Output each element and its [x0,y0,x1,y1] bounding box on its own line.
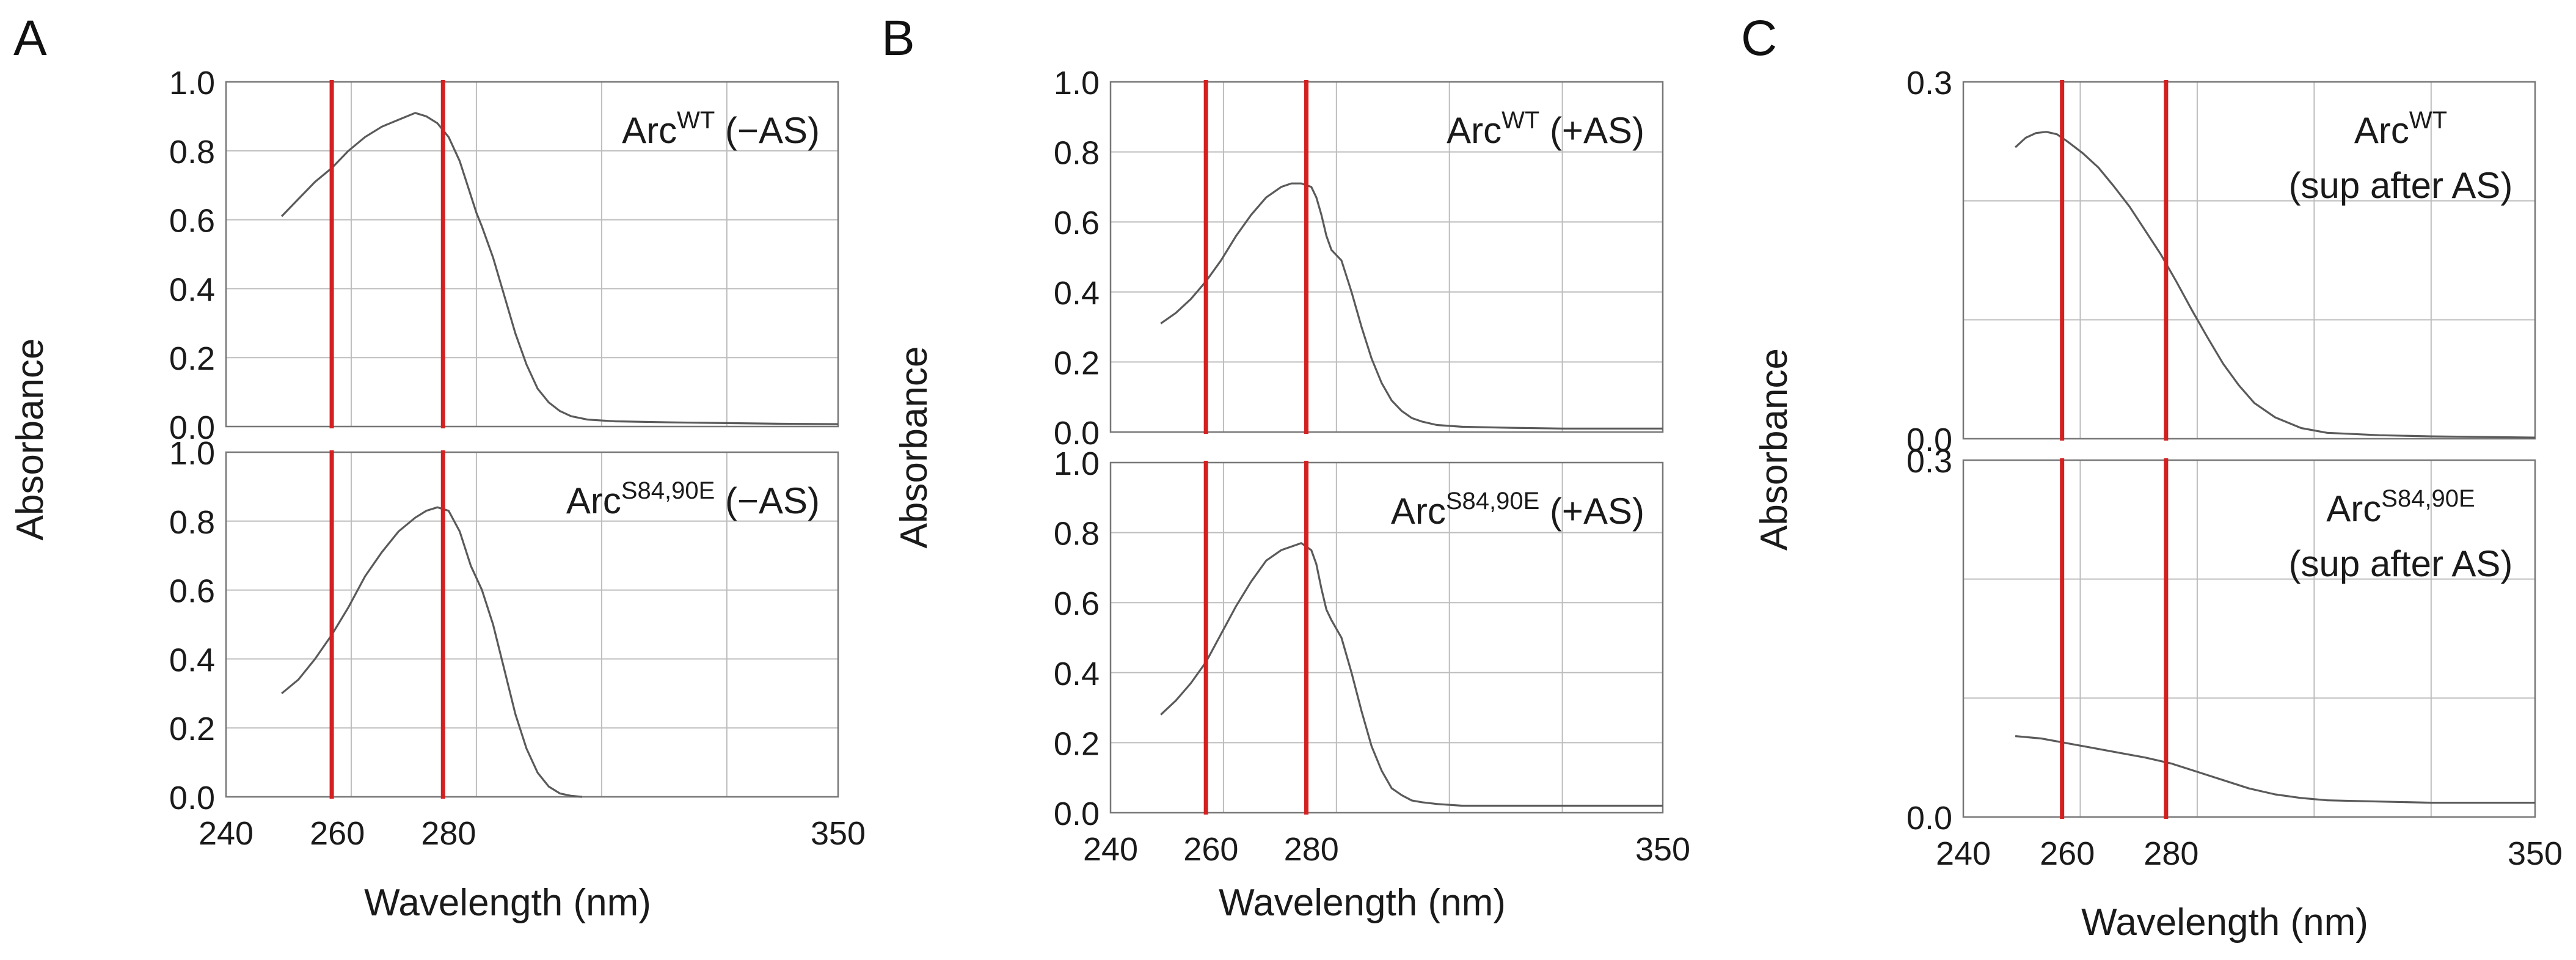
panel-letter-b: B [881,10,915,66]
y-tick-label: 0.3 [1906,65,1952,101]
y-tick-label: 0.0 [169,409,215,446]
subplot-b-1: 0.0 0.2 0.4 0.6 0.8 1.0 ArcWT (+AS) [1054,65,1664,452]
y-tick-label: 0.6 [169,573,215,610]
series-label: ArcWT (+AS) [1447,107,1644,151]
x-axis-label: Wavelength (nm) [364,882,651,924]
subplot-a-1: 0.0 0.2 0.4 0.6 0.8 1.0 ArcWT (−AS) [169,65,839,446]
y-tick-label: 0.8 [1054,135,1100,172]
series-label: ArcWT (−AS) [622,107,820,151]
y-tick-label: 0.2 [169,711,215,747]
x-tick-label: 350 [1635,831,1690,868]
absorbance-trace [2015,735,2535,804]
y-tick-label: 0.0 [1054,415,1100,452]
y-axis-label: Absorbance [1753,348,1795,551]
x-tick-label: 240 [199,815,254,852]
y-tick-label: 1.0 [1054,65,1100,101]
y-tick-label: 0.2 [169,340,215,377]
absorbance-trace [281,506,583,798]
panel-letter-c: C [1741,10,1778,66]
x-tick-label: 260 [310,815,365,852]
y-tick-label: 0.0 [169,780,215,816]
y-tick-label: 0.3 [1906,443,1952,480]
y-tick-label: 0.0 [1906,800,1952,837]
y-tick-label: 0.2 [1054,345,1100,381]
y-tick-label: 0.4 [169,271,215,308]
plot-frame [225,451,839,798]
x-axis-label: Wavelength (nm) [1219,882,1506,924]
y-tick-label: 0.8 [169,504,215,541]
y-tick-label: 0.4 [1054,656,1100,692]
y-tick-label: 0.0 [1054,796,1100,832]
x-tick-label: 350 [811,815,866,852]
plot-frame [1962,81,2536,440]
plot-frame [1109,81,1664,433]
y-tick-label: 0.6 [1054,585,1100,622]
y-tick-label: 0.8 [169,134,215,170]
x-axis-label: Wavelength (nm) [2081,901,2368,944]
y-axis-label: Absorbance [893,346,935,549]
y-axis-label: Absorbance [9,339,51,541]
subplot-c-2: 0.0 0.3 ArcS84,90E (sup after AS) [1906,443,2536,837]
y-tick-label: 0.4 [1054,275,1100,312]
absorbance-trace [1160,182,1663,430]
y-tick-label: 1.0 [1054,445,1100,482]
panel-letter-a: A [13,10,47,66]
plot-frame [1962,459,2536,818]
y-tick-label: 0.6 [1054,205,1100,241]
series-label: ArcS84,90E [2326,485,2475,529]
y-tick-label: 0.8 [1054,516,1100,552]
plot-frame [225,81,839,428]
subplot-b-2: 0.0 0.2 0.4 0.6 0.8 1.0 ArcS84,90E (+AS) [1054,445,1664,832]
absorbance-trace [2015,131,2536,439]
x-tick-label: 280 [421,815,476,852]
series-label-suffix: (sup after AS) [2289,165,2513,206]
y-tick-label: 1.0 [169,435,215,472]
x-tick-label: 280 [1284,831,1339,868]
x-tick-label: 280 [2144,835,2198,872]
y-tick-label: 0.6 [169,203,215,240]
series-label: ArcS84,90E (+AS) [1391,488,1644,532]
x-tick-label: 260 [2040,835,2095,872]
x-tick-label: 350 [2508,835,2563,872]
x-tick-label: 260 [1183,831,1238,868]
absorbance-trace [280,112,839,425]
x-tick-label: 240 [1083,831,1138,868]
series-label: ArcS84,90E (−AS) [566,477,820,521]
series-label: ArcWT [2354,107,2447,151]
y-tick-label: 1.0 [169,65,215,101]
plot-frame [1109,461,1664,814]
subplot-c-1: 0.0 0.3 ArcWT (sup after AS) [1906,65,2536,458]
y-tick-label: 0.2 [1054,725,1100,762]
y-tick-label: 0.4 [169,642,215,678]
y-tick-label: 0.0 [1906,422,1952,458]
absorbance-trace [1160,542,1663,807]
subplot-a-2: 0.0 0.2 0.4 0.6 0.8 1.0 ArcS84,90E (−AS) [169,435,839,816]
x-tick-label: 240 [1936,835,1991,872]
series-label-suffix: (sup after AS) [2289,543,2513,584]
